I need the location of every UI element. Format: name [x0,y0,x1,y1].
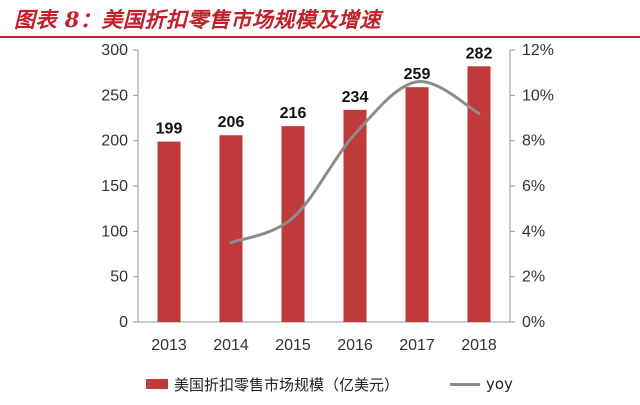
left-tick-label: 0 [119,314,128,331]
yoy-line [229,80,481,245]
left-tick-label: 50 [110,269,128,286]
legend-line-label: yoy [486,375,513,393]
right-tick-label: 4% [522,223,545,240]
left-tick-label: 300 [101,42,128,59]
bar [467,66,491,322]
right-tick-label: 8% [522,133,545,150]
x-tick-label: 2015 [275,337,311,354]
right-tick-label: 12% [522,42,554,59]
bar-data-label: 206 [218,114,245,131]
bar-data-label: 282 [466,45,493,62]
legend-item-line: yoy [450,372,513,396]
bar [405,87,429,322]
bar [343,109,367,322]
legend-item-bar: 美国折扣零售市场规模（亿美元） [146,372,399,396]
left-tick-label: 150 [101,178,128,195]
right-tick-label: 2% [522,269,545,286]
x-tick-label: 2013 [151,337,187,354]
right-tick-label: 6% [522,178,545,195]
x-tick-label: 2017 [399,337,435,354]
right-tick-label: 0% [522,314,545,331]
bar [157,141,181,322]
legend-bar-label: 美国折扣零售市场规模（亿美元） [174,375,400,394]
bar [219,135,243,322]
x-tick-label: 2016 [337,337,373,354]
bar-data-label: 216 [280,105,307,122]
bar-data-label: 199 [156,121,183,138]
left-tick-label: 250 [101,87,128,104]
title-underline [0,36,640,38]
left-tick-label: 200 [101,133,128,150]
bar [281,126,305,322]
right-tick-label: 10% [522,87,554,104]
left-tick-label: 100 [101,223,128,240]
legend: 美国折扣零售市场规模（亿美元） yoy [140,372,560,396]
legend-bar-swatch [146,379,168,389]
x-tick-label: 2018 [461,337,497,354]
x-tick-label: 2014 [213,337,249,354]
bar-data-label: 234 [342,89,369,106]
legend-line-swatch [450,382,480,386]
title-bar: 图表 8：美国折扣零售市场规模及增速 [0,0,640,38]
bar-data-label: 259 [404,66,431,83]
chart-title: 图表 8：美国折扣零售市场规模及增速 [14,7,381,32]
